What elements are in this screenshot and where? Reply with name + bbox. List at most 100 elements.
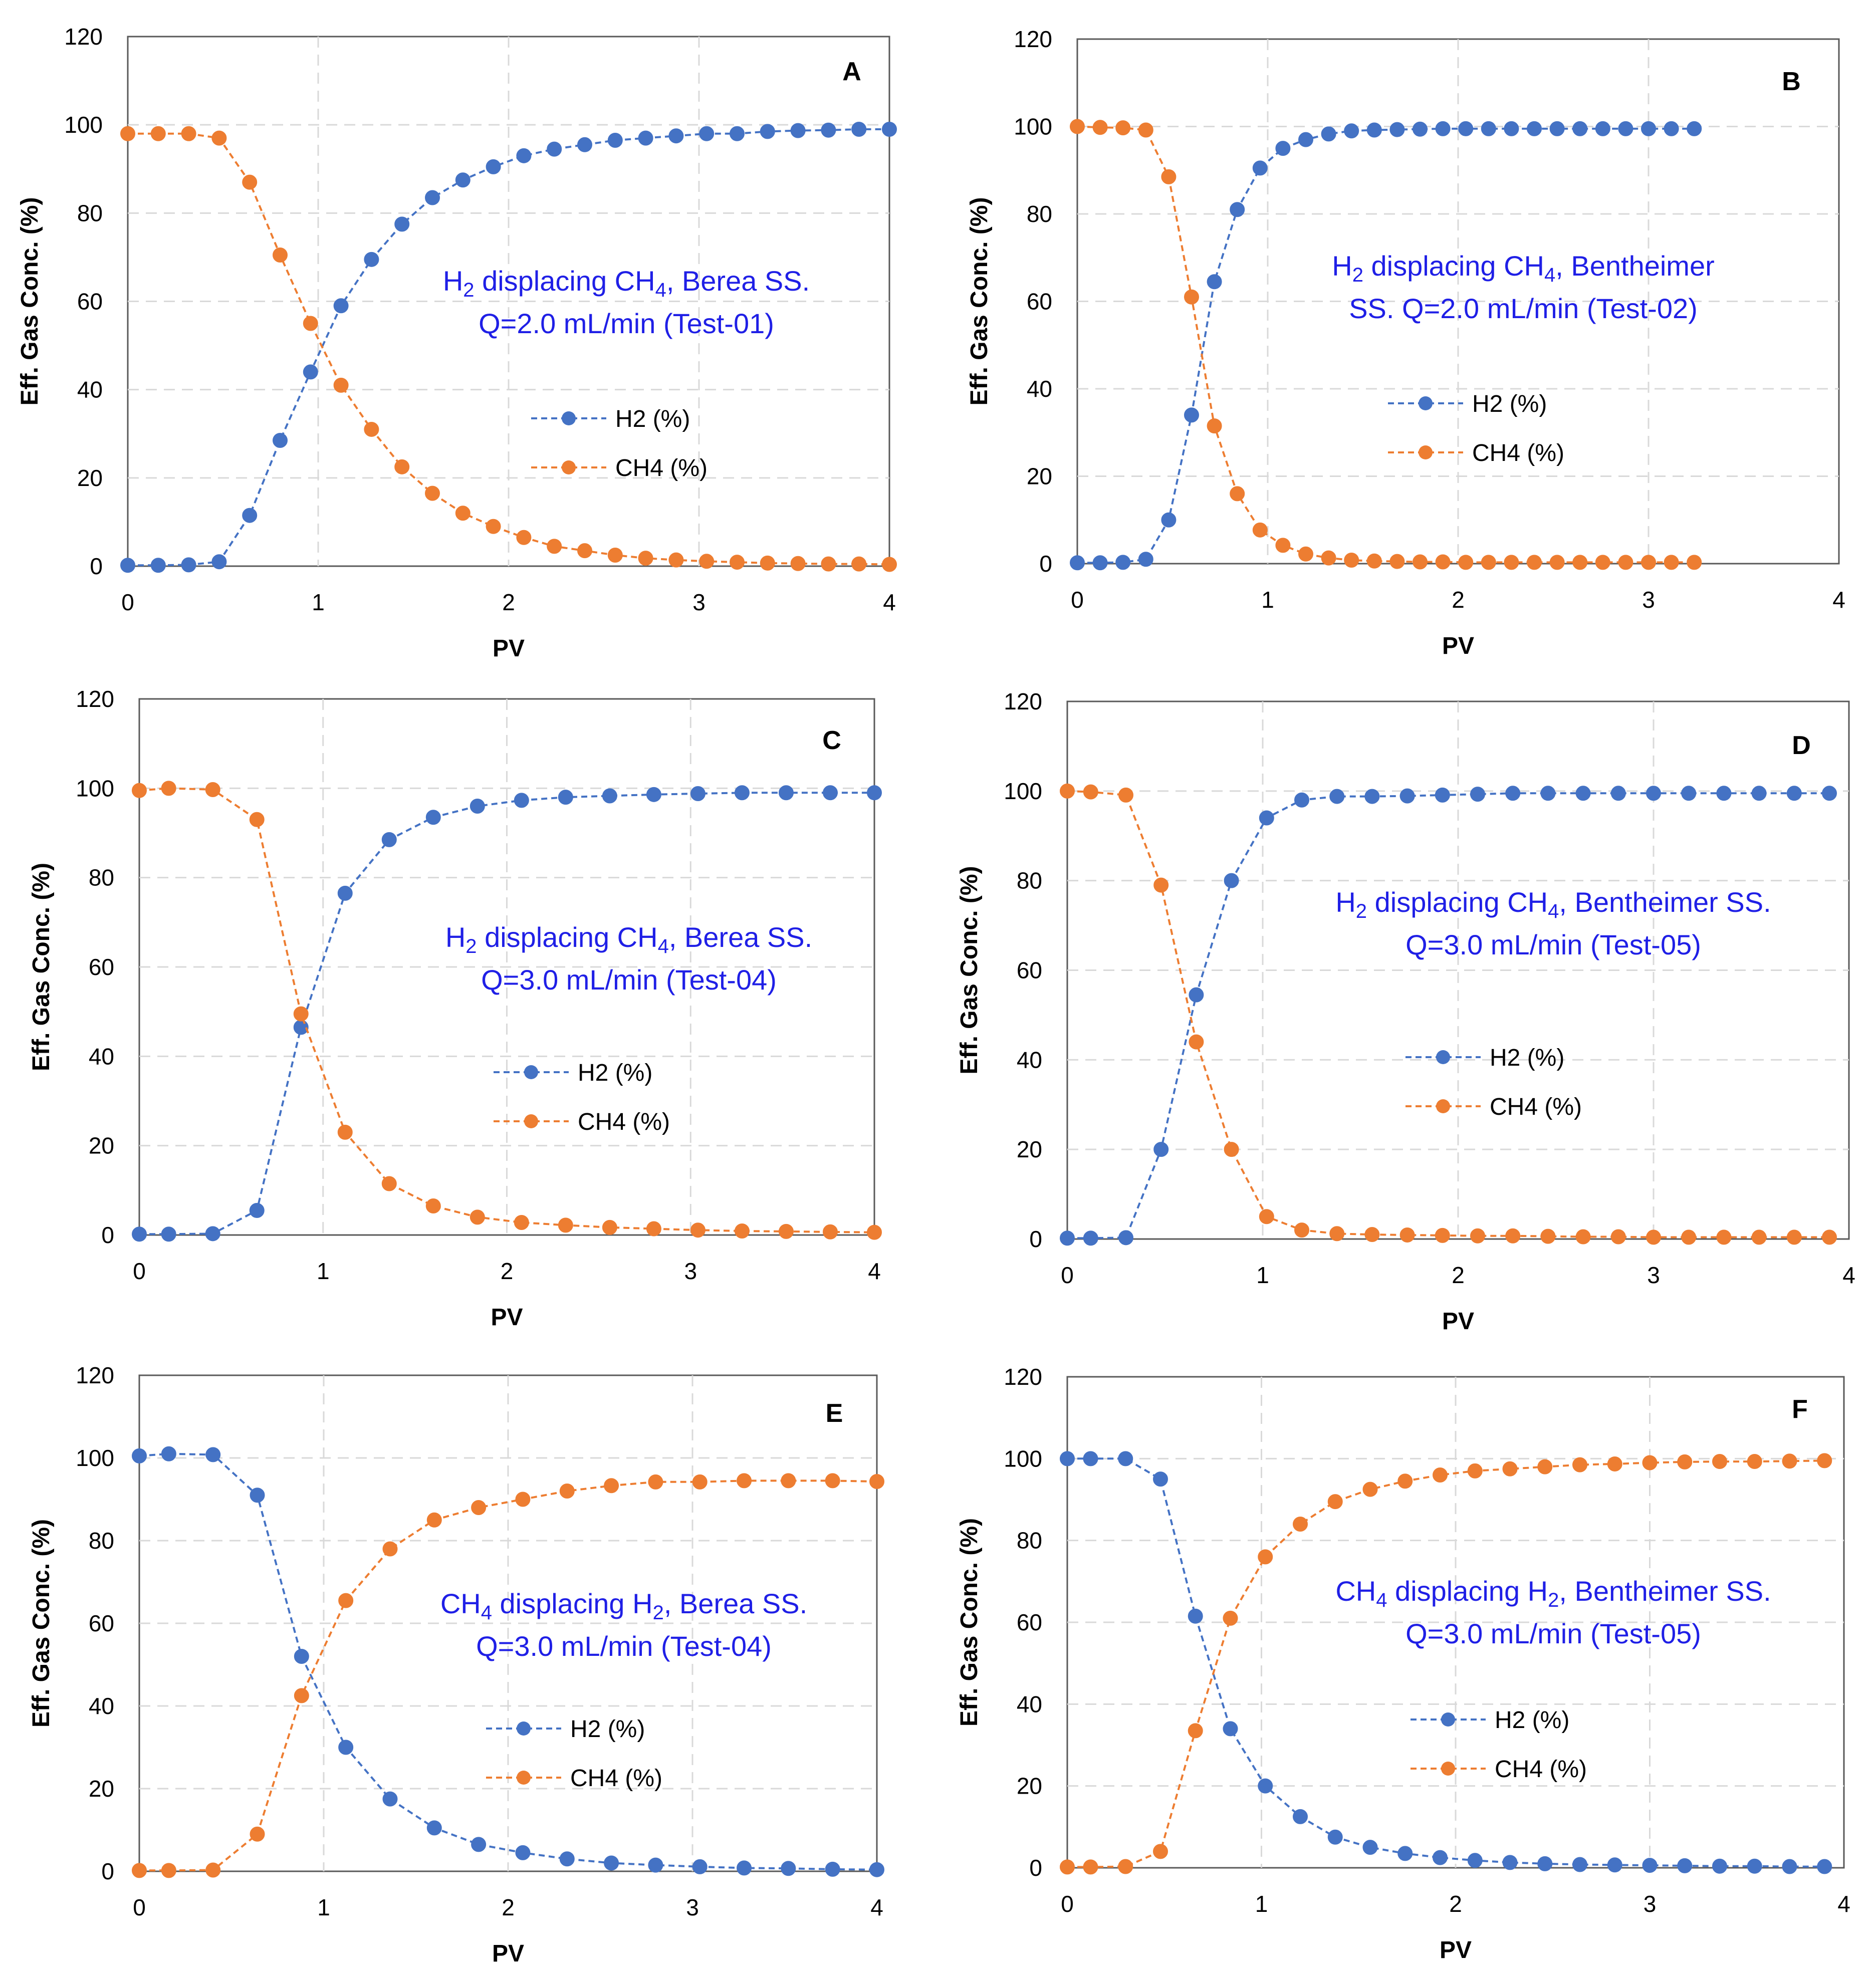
y-tick-label: 100	[76, 1445, 114, 1471]
data-point-h2	[1747, 1858, 1762, 1874]
legend-marker-h2	[524, 1065, 538, 1079]
data-point-h2	[547, 141, 562, 157]
data-point-h2	[364, 252, 379, 267]
data-point-ch4	[1224, 1142, 1239, 1157]
data-point-ch4	[337, 1124, 353, 1140]
annotation-line-1: CH4 displacing H2, Berea SS.	[440, 1588, 807, 1624]
y-tick-label: 120	[76, 1362, 114, 1388]
data-point-h2	[1115, 555, 1131, 570]
y-tick-label: 60	[1027, 289, 1052, 315]
data-point-h2	[1681, 786, 1697, 801]
data-point-h2	[250, 1488, 265, 1503]
data-point-ch4	[1687, 555, 1702, 570]
y-tick-label: 100	[64, 112, 103, 138]
data-point-h2	[161, 1226, 176, 1242]
data-point-ch4	[1747, 1454, 1762, 1469]
series-line-ch4	[1077, 125, 1695, 564]
data-point-h2	[781, 1861, 796, 1876]
data-point-h2	[1230, 202, 1245, 217]
x-tick-label: 0	[1071, 587, 1084, 613]
annotation-line-1: H2 displacing CH4, Bentheimer	[1332, 250, 1715, 286]
data-point-h2	[333, 298, 349, 314]
data-point-h2	[1223, 1721, 1238, 1737]
y-tick-label: 120	[1004, 688, 1042, 714]
data-point-ch4	[1321, 550, 1336, 566]
x-tick-label: 4	[1842, 1262, 1855, 1288]
data-point-h2	[1275, 141, 1291, 156]
data-point-ch4	[1540, 1228, 1556, 1244]
data-point-h2	[1362, 1840, 1378, 1855]
data-point-ch4	[1470, 1228, 1485, 1244]
data-point-h2	[1502, 1855, 1518, 1870]
y-tick-label: 80	[1017, 1528, 1042, 1554]
x-tick-label: 2	[501, 1258, 514, 1284]
data-point-h2	[1153, 1471, 1168, 1487]
data-point-ch4	[1435, 1227, 1450, 1243]
x-tick-label: 1	[1255, 1891, 1268, 1917]
data-point-ch4	[1817, 1453, 1832, 1468]
y-tick-label: 100	[76, 775, 114, 801]
legend-marker-h2	[1441, 1712, 1455, 1727]
data-point-ch4	[515, 1492, 531, 1507]
data-point-ch4	[1153, 1844, 1168, 1859]
data-point-h2	[1252, 160, 1268, 176]
annotation-line-1: H2 displacing CH4, Berea SS.	[445, 921, 812, 957]
data-point-ch4	[1642, 1455, 1658, 1470]
data-point-ch4	[1364, 1227, 1380, 1243]
data-point-ch4	[692, 1474, 708, 1490]
data-point-ch4	[161, 781, 176, 796]
data-point-h2	[730, 126, 745, 141]
data-point-ch4	[1481, 555, 1496, 570]
data-point-h2	[1481, 121, 1496, 136]
data-point-ch4	[1298, 546, 1313, 562]
data-point-ch4	[338, 1593, 354, 1608]
data-point-ch4	[1664, 555, 1679, 570]
data-point-h2	[851, 121, 867, 137]
data-point-h2	[1118, 1451, 1133, 1466]
y-axis-title: Eff. Gas Conc. (%)	[956, 866, 983, 1074]
data-point-h2	[1782, 1859, 1797, 1874]
data-point-ch4	[1467, 1463, 1483, 1479]
data-point-h2	[1677, 1858, 1693, 1873]
data-point-ch4	[1458, 555, 1474, 570]
data-point-ch4	[205, 782, 220, 798]
y-tick-label: 0	[1029, 1226, 1042, 1252]
chart-panel-b: 0 20 40 60 80 100 120 0 1 2 3 4 PV Eff. Gas Conc. (%)…	[966, 26, 1845, 659]
data-point-h2	[1327, 1829, 1343, 1845]
data-point-ch4	[1207, 418, 1222, 434]
data-point-ch4	[471, 1500, 487, 1515]
data-point-h2	[638, 130, 653, 146]
data-point-ch4	[1083, 1859, 1098, 1875]
y-tick-label: 120	[64, 24, 103, 50]
data-point-ch4	[1092, 120, 1108, 135]
y-tick-label: 40	[89, 1693, 114, 1719]
data-point-ch4	[1184, 289, 1199, 305]
data-point-ch4	[1083, 784, 1098, 800]
legend-marker-h2	[1419, 396, 1433, 410]
x-tick-label: 1	[1256, 1262, 1269, 1288]
x-tick-label: 3	[684, 1258, 697, 1284]
data-point-ch4	[1161, 169, 1177, 184]
data-point-h2	[1458, 121, 1474, 136]
data-point-ch4	[547, 539, 562, 554]
panel-label: F	[1792, 1395, 1808, 1424]
series-line-ch4	[1067, 1459, 1825, 1868]
data-point-ch4	[699, 554, 715, 569]
x-tick-label: 4	[870, 1894, 883, 1920]
data-point-ch4	[607, 547, 623, 563]
data-point-h2	[822, 785, 838, 801]
y-tick-label: 20	[89, 1133, 114, 1159]
data-point-h2	[1389, 122, 1405, 137]
data-point-h2	[382, 1791, 398, 1807]
y-axis-title: Eff. Gas Conc. (%)	[956, 1518, 983, 1727]
x-axis-title: PV	[1440, 1937, 1472, 1963]
data-point-h2	[1610, 786, 1626, 801]
data-point-h2	[1184, 407, 1199, 423]
data-point-ch4	[668, 552, 684, 568]
data-point-ch4	[303, 316, 318, 331]
panel-label: D	[1792, 731, 1811, 760]
data-point-h2	[821, 122, 836, 138]
data-point-ch4	[1329, 1226, 1345, 1242]
x-tick-label: 2	[502, 1894, 515, 1920]
data-point-h2	[1366, 122, 1382, 138]
